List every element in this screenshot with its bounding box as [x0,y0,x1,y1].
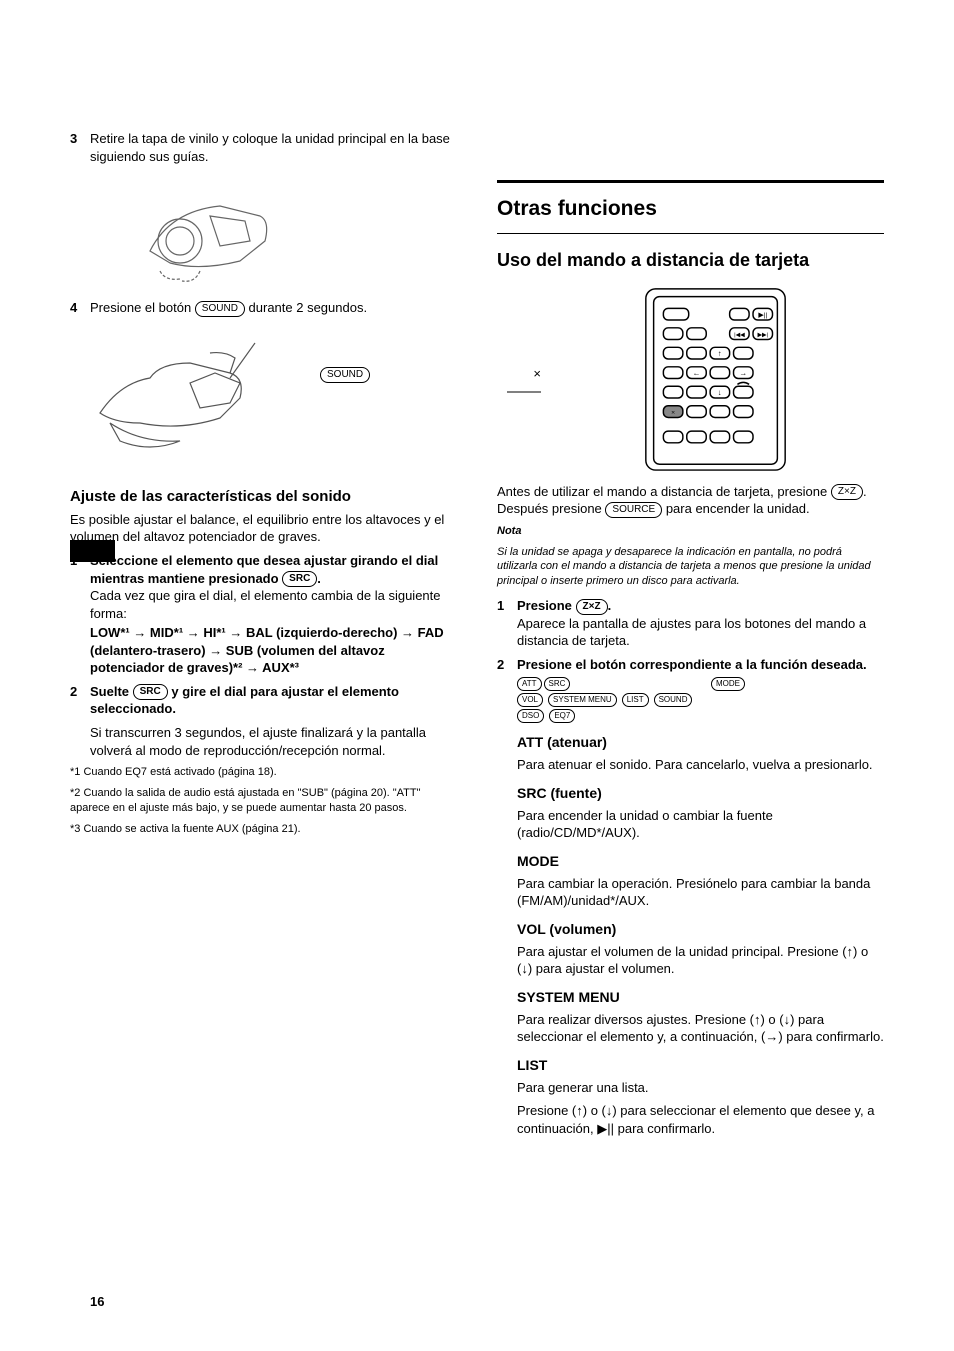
btn-list: LIST [622,693,649,707]
instr-pre: Antes de utilizar el mando a distancia d… [497,484,831,499]
svg-text:←: ← [693,368,701,377]
mode-title: MODE [517,852,884,871]
svg-text:▶||: ▶|| [758,312,767,319]
page-columns: 3 Retire la tapa de vinilo y coloque la … [70,60,884,1143]
footnote-2: *2 Cuando la salida de audio está ajusta… [70,786,457,816]
bal-step-1: 1 Seleccione el elemento que desea ajust… [70,552,457,677]
svg-text:↑: ↑ [718,349,722,358]
balance-intro: Es posible ajustar el balance, el equili… [70,511,457,546]
step-pre: Presione el botón [90,300,195,315]
src-pill2: SRC [133,684,168,700]
bal-s1-pre: Seleccione el elemento que desea ajustar… [90,553,438,586]
list-body2: Presione (↑) o (↓) para seleccionar el e… [517,1102,884,1137]
step-num: 1 [70,552,90,677]
list-b2-post: para confirmarlo. [614,1121,715,1136]
list-body1: Para generar una lista. [517,1079,884,1097]
sound-callout: SOUND [320,365,370,383]
r-step-2: 2 Presione el botón correspondiente a la… [497,656,884,724]
list-title: LIST [517,1056,884,1075]
note-label: Nota [497,524,884,539]
att-body: Para atenuar el sonido. Para cancelarlo,… [517,756,884,774]
remote-instr: Antes de utilizar el mando a distancia d… [497,483,884,518]
r1-pre: Presione [517,598,576,613]
footnote-3: *3 Cuando se activa la fuente AUX (págin… [70,822,457,837]
note-body: Si la unidad se apaga y desaparece la in… [497,545,884,590]
mode-body: Para cambiar la operación. Presiónelo pa… [517,875,884,910]
illustration-mount [110,171,320,291]
remote-subtitle: Uso del mando a distancia de tarjeta [497,248,884,272]
vol-title: VOL (volumen) [517,920,884,939]
bal-tail: Si transcurren 3 segundos, el ajuste fin… [90,724,457,759]
r1-tail: Aparece la pantalla de ajustes para los … [517,615,884,650]
step-num: 2 [70,683,90,718]
zxz-pill2: Z×Z [576,599,608,615]
svg-text:↓: ↓ [718,388,722,397]
step-num: 4 [70,299,90,317]
vol-body: Para ajustar el volumen de la unidad pri… [517,943,884,978]
instr-post: para encender la unidad. [662,501,809,516]
r1-post: . [608,598,612,613]
remote-illustration: ▶|| |◀◀ ▶▶| ↑ [638,283,793,473]
sys-body: Para realizar diversos ajustes. Presione… [517,1011,884,1046]
bal-s2-pre: Suelte [90,684,133,699]
bal-s1-post: . [317,571,321,586]
btn-sysmenu: SYSTEM MENU [548,693,617,707]
sound-pill: SOUND [320,367,370,383]
r-step-1: 1 Presione Z×Z. Aparece la pantalla de a… [497,597,884,650]
left-column: 3 Retire la tapa de vinilo y coloque la … [70,60,457,1143]
step-text: Retire la tapa de vinilo y coloque la un… [90,131,450,164]
section-rule [497,180,884,183]
play-pause-icon: ▶|| [597,1121,614,1136]
step-num: 1 [497,597,517,650]
page-number: 16 [90,1293,104,1311]
balance-heading: Ajuste de las características del sonido [70,487,457,507]
sys-title: SYSTEM MENU [517,988,884,1007]
illustration-press [80,323,320,463]
step-post: durante 2 segundos. [245,300,367,315]
step-num: 3 [70,130,90,165]
svg-text:|◀◀: |◀◀ [734,332,745,338]
att-title: ATT (atenuar) [517,733,884,752]
src-title: SRC (fuente) [517,784,884,803]
svg-text:▶▶|: ▶▶| [758,332,768,338]
bal-items-intro: Cada vez que gira el dial, el elemento c… [90,587,457,622]
step-4: 4 Presione el botón SOUND durante 2 segu… [70,299,457,317]
svg-text:→: → [739,368,747,377]
bal-items: LOW*¹ → MID*¹ → HI*¹ → BAL (izquierdo-de… [90,624,457,677]
step-num: 2 [497,656,517,724]
src-body: Para encender la unidad o cambiar la fue… [517,807,884,842]
svg-text:×: × [671,409,675,416]
source-pill: SOURCE [605,502,662,518]
bal-step-2: 2 Suelte SRC y gire el dial para ajustar… [70,683,457,718]
btn-att: ATT [517,677,542,691]
btn-mode: MODE [711,677,745,691]
btn-src: SRC [544,677,571,691]
feature-list: ATT (atenuar) Para atenuar el sonido. Pa… [517,733,884,1137]
zxz-pill: Z×Z [831,484,863,500]
btn-sound: SOUND [654,693,693,707]
src-pill: SRC [282,571,317,587]
sound-button-label: SOUND [195,301,245,317]
right-column: Otras funciones Uso del mando a distanci… [497,60,884,1143]
other-functions-title: Otras funciones [497,195,884,225]
remote-symbol: × [533,366,541,381]
r2-text: Presione el botón correspondiente a la f… [517,657,867,672]
btn-eq7: EQ7 [549,709,575,723]
btn-dso: DSO [517,709,544,723]
btn-vol: VOL [517,693,543,707]
step-3: 3 Retire la tapa de vinilo y coloque la … [70,130,457,165]
footnote-1: *1 Cuando EQ7 está activado (página 18). [70,765,457,780]
section-tab [70,540,115,562]
